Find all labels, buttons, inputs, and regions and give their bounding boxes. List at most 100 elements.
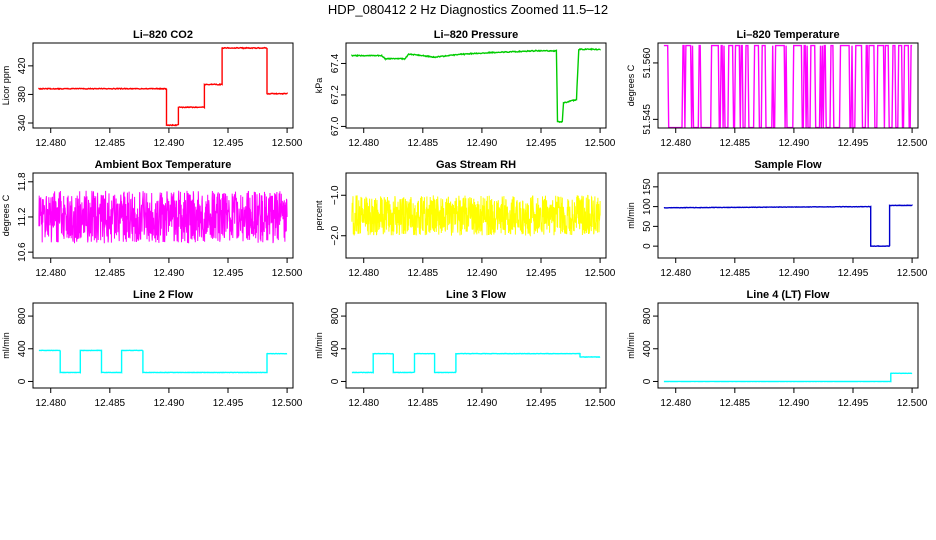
y-tick-label: 67.0 bbox=[330, 116, 341, 136]
y-axis-label: Licor ppm bbox=[1, 66, 11, 106]
x-tick-label: 12.485 bbox=[408, 268, 439, 279]
plot-frame bbox=[32, 302, 294, 389]
y-tick-label: 800 bbox=[330, 307, 341, 324]
x-tick-label: 12.480 bbox=[660, 398, 691, 409]
x-tick-label: 12.480 bbox=[660, 138, 691, 149]
x-tick-label: 12.490 bbox=[467, 268, 498, 279]
y-tick-label: 0 bbox=[330, 378, 341, 384]
series-line bbox=[351, 352, 601, 374]
series-line bbox=[351, 47, 601, 124]
series-line bbox=[351, 194, 601, 237]
plot-frame bbox=[345, 42, 607, 129]
y-tick-label: 400 bbox=[642, 340, 653, 357]
plot-frame bbox=[345, 172, 607, 259]
y-tick-label: 0 bbox=[17, 378, 28, 384]
data-series bbox=[351, 194, 601, 237]
series-line bbox=[663, 204, 913, 248]
y-tick-label: 10.6 bbox=[17, 242, 28, 262]
x-tick-label: 12.480 bbox=[348, 138, 379, 149]
y-axis-label: ml/min bbox=[1, 332, 11, 359]
x-tick-label: 12.500 bbox=[897, 138, 928, 149]
chart-panel-7: Line 2 Flow 12.480 12.485 12.490 12.495 12.50… bbox=[1, 289, 303, 409]
chart-panel-1: Li–820 CO2 12.480 12.485 12.490 12.495 12.500… bbox=[1, 29, 303, 149]
y-tick-label: 11.2 bbox=[17, 207, 28, 226]
chart-title: Line 2 Flow bbox=[133, 289, 193, 301]
plot-frame bbox=[345, 302, 607, 389]
x-tick-label: 12.500 bbox=[897, 268, 928, 279]
data-series bbox=[663, 204, 913, 248]
x-tick-label: 12.485 bbox=[408, 398, 439, 409]
chart-panel-2: Li–820 Pressure 12.480 12.485 12.490 12.495 1… bbox=[314, 29, 616, 149]
figure-title: HDP_080412 2 Hz Diagnostics Zoomed 11.5–… bbox=[328, 2, 608, 17]
y-tick-label: 800 bbox=[17, 307, 28, 324]
x-tick-label: 12.500 bbox=[585, 138, 616, 149]
x-tick-label: 12.500 bbox=[272, 268, 303, 279]
series-line bbox=[663, 372, 913, 383]
x-tick-label: 12.485 bbox=[95, 268, 126, 279]
x-tick-label: 12.495 bbox=[526, 398, 557, 409]
series-line bbox=[663, 44, 913, 128]
x-tick-label: 12.485 bbox=[95, 138, 126, 149]
series-line bbox=[38, 190, 288, 244]
data-series bbox=[38, 190, 288, 244]
y-tick-label: 400 bbox=[330, 340, 341, 357]
chart-title: Gas Stream RH bbox=[436, 159, 516, 171]
x-tick-label: 12.490 bbox=[779, 398, 810, 409]
x-tick-label: 12.495 bbox=[838, 398, 869, 409]
x-tick-label: 12.480 bbox=[35, 138, 66, 149]
x-tick-label: 12.485 bbox=[720, 398, 751, 409]
chart-panel-3: Li–820 Temperature 12.480 12.485 12.490 12.4… bbox=[626, 29, 928, 149]
x-tick-label: 12.490 bbox=[154, 268, 185, 279]
chart-title: Li–820 Temperature bbox=[736, 29, 839, 41]
x-tick-label: 12.480 bbox=[348, 398, 379, 409]
x-tick-label: 12.500 bbox=[585, 268, 616, 279]
x-tick-label: 12.485 bbox=[95, 398, 126, 409]
x-tick-label: 12.495 bbox=[526, 138, 557, 149]
y-tick-label: 380 bbox=[17, 86, 28, 103]
y-axis-label: degrees C bbox=[626, 64, 636, 106]
y-tick-label: 400 bbox=[17, 340, 28, 357]
y-tick-label: 340 bbox=[17, 114, 28, 131]
data-series bbox=[663, 44, 913, 128]
data-series bbox=[38, 46, 288, 127]
chart-title: Line 4 (LT) Flow bbox=[747, 289, 830, 301]
chart-title: Li–820 Pressure bbox=[434, 29, 518, 41]
x-tick-label: 12.495 bbox=[526, 268, 557, 279]
x-tick-label: 12.495 bbox=[213, 138, 244, 149]
x-tick-label: 12.495 bbox=[213, 398, 244, 409]
x-tick-label: 12.495 bbox=[838, 268, 869, 279]
chart-panel-4: Ambient Box Temperature 12.480 12.485 12.49… bbox=[1, 159, 303, 279]
y-tick-label: −2.0 bbox=[330, 225, 341, 245]
y-tick-label: 420 bbox=[17, 57, 28, 74]
x-tick-label: 12.500 bbox=[585, 398, 616, 409]
plot-frame bbox=[657, 42, 919, 129]
y-axis-label: ml/min bbox=[314, 332, 324, 359]
x-tick-label: 12.500 bbox=[272, 138, 303, 149]
plot-frame bbox=[32, 172, 294, 259]
y-axis-label: ml/min bbox=[626, 202, 636, 229]
data-series bbox=[351, 352, 601, 374]
y-axis-label: ml/min bbox=[626, 332, 636, 359]
y-axis-label: degrees C bbox=[1, 194, 11, 236]
data-series bbox=[38, 349, 288, 374]
x-tick-label: 12.500 bbox=[272, 398, 303, 409]
x-tick-label: 12.485 bbox=[720, 138, 751, 149]
y-tick-label: 51.545 bbox=[642, 104, 653, 135]
chart-title: Sample Flow bbox=[754, 159, 822, 171]
x-tick-label: 12.495 bbox=[213, 268, 244, 279]
data-series bbox=[351, 47, 601, 124]
plot-frame bbox=[32, 42, 294, 129]
chart-title: Li–820 CO2 bbox=[133, 29, 193, 41]
chart-title: Ambient Box Temperature bbox=[95, 159, 232, 171]
y-tick-label: 67.2 bbox=[330, 85, 341, 105]
y-tick-label: 0 bbox=[642, 243, 653, 249]
x-tick-label: 12.490 bbox=[154, 138, 185, 149]
series-line bbox=[38, 46, 288, 127]
x-tick-label: 12.490 bbox=[467, 138, 498, 149]
chart-panel-8: Line 3 Flow 12.480 12.485 12.490 12.495 12.50… bbox=[314, 289, 616, 409]
y-tick-label: 150 bbox=[642, 178, 653, 195]
series-line bbox=[38, 349, 288, 374]
y-tick-label: 100 bbox=[642, 198, 653, 215]
chart-panel-6: Sample Flow 12.480 12.485 12.490 12.495 12.50… bbox=[626, 159, 928, 279]
